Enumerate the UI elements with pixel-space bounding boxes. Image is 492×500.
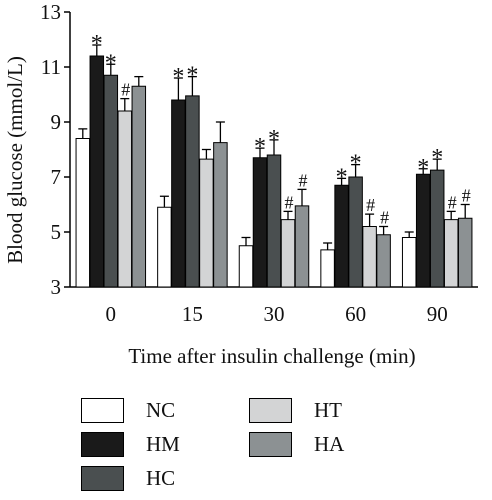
significance-hash: # [285,192,294,212]
y-tick-label: 13 [40,0,61,24]
legend-label: HT [314,398,342,422]
y-tick-label: 9 [51,110,62,134]
y-axis: 3 5 7 9 11 13 [40,0,71,299]
significance-hash: # [448,192,457,212]
legend-swatch [249,432,292,457]
significance-star: * [172,64,184,90]
legend-swatch [249,398,292,423]
legend-item-ht: HT [249,398,342,423]
significance-star: * [186,63,198,89]
legend-item-nc: NC [81,398,175,423]
significance-hash: # [462,186,471,206]
x-tick-label: 60 [345,302,366,326]
significance-star: * [417,155,429,181]
bars-layer [75,55,473,288]
legend-item-ha: HA [249,432,344,457]
legend-swatch [81,432,124,457]
significance-star: * [105,50,117,76]
y-tick-label: 11 [41,55,61,79]
error-bars-layer [78,44,470,250]
legend-swatch [81,466,124,491]
significance-hash: # [380,208,389,228]
significance-star: * [350,151,362,177]
significance-star: * [254,134,266,160]
x-tick-label: 0 [106,302,117,326]
legend-item-hm: HM [81,432,180,457]
legend-label: HC [146,466,176,490]
x-tick-label: 15 [182,302,203,326]
y-tick-label: 3 [51,275,62,299]
x-tick-label: 90 [427,302,448,326]
significance-hash: # [121,80,130,100]
legend-label: HM [146,432,180,456]
x-axis-label: Time after insulin challenge (min) [128,344,415,368]
legend-swatch [81,398,124,423]
significance-star: * [431,145,443,171]
significance-hash: # [366,195,375,215]
legend-label: NC [146,398,176,422]
y-tick-label: 7 [51,165,62,189]
significance-star: * [91,31,103,57]
x-tick-label: 30 [264,302,285,326]
y-axis-label: Blood glucose (mmol/L) [3,56,27,264]
significance-star: * [336,164,348,190]
significance-hash: # [299,170,308,190]
significance-star: * [268,126,280,152]
legend-label: HA [314,432,345,456]
legend-item-hc: HC [81,466,175,491]
significance-marks-layer: **** ** *** *## # #### [91,31,471,228]
y-tick-label: 5 [51,220,62,244]
